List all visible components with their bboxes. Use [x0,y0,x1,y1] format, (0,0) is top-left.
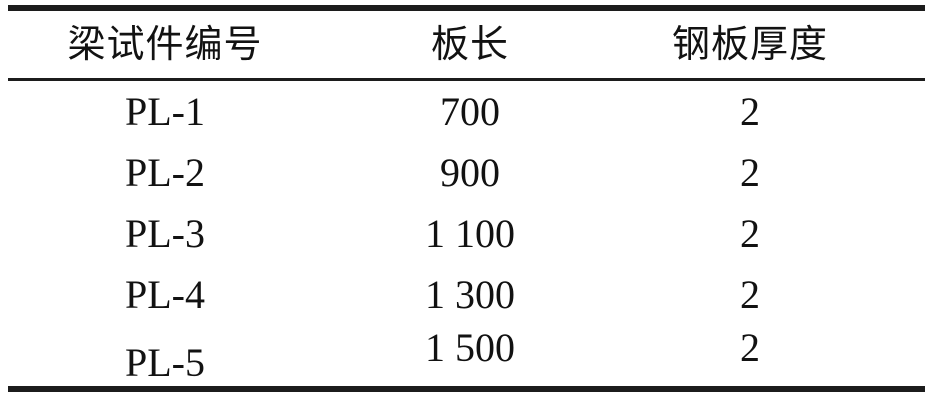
specimen-table: 梁试件编号 板长 钢板厚度 PL-1 700 2 PL-2 900 2 PL-3… [8,5,925,392]
header-plate-thickness: 钢板厚度 [671,23,828,66]
plate-length-cell: 1 500 [425,324,515,370]
header-plate-length: 板长 [430,23,509,66]
table-row: PL-4 1 300 2 [8,264,925,325]
table-header-row: 梁试件编号 板长 钢板厚度 [8,11,925,78]
plate-thickness-cell: 2 [740,324,760,370]
specimen-id-cell: PL-3 [125,210,205,256]
plate-length-cell: 1 300 [425,271,515,317]
specimen-id-cell: PL-5 [125,339,205,385]
table-row: PL-1 700 2 [8,81,925,142]
plate-thickness-cell: 2 [740,271,760,317]
plate-thickness-cell: 2 [740,210,760,256]
plate-length-cell: 700 [440,88,500,134]
specimen-id-cell: PL-4 [125,271,205,317]
table-top-rule [8,5,925,11]
plate-length-cell: 1 100 [425,210,515,256]
plate-length-cell: 900 [440,149,500,195]
plate-thickness-cell: 2 [740,149,760,195]
table-header-rule [8,78,925,81]
table-bottom-rule [8,386,925,392]
table-row: PL-5 1 500 2 [8,325,925,386]
specimen-id-cell: PL-2 [125,149,205,195]
specimen-id-cell: PL-1 [125,88,205,134]
plate-thickness-cell: 2 [740,88,760,134]
table-row: PL-2 900 2 [8,142,925,203]
table-row: PL-3 1 100 2 [8,203,925,264]
header-specimen-id: 梁试件编号 [67,23,263,66]
